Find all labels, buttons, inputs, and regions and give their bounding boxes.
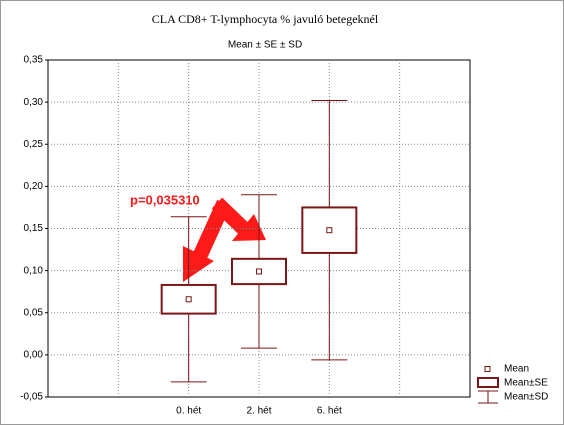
y-tick-label: 0,35 xyxy=(24,55,44,66)
chart-subtitle: Mean ± SE ± SD xyxy=(228,40,302,51)
mean-marker xyxy=(326,227,333,234)
legend-label: Mean xyxy=(504,364,529,375)
arrow-shaft xyxy=(211,197,251,236)
arrow xyxy=(183,197,266,282)
y-tick-label: 0,25 xyxy=(24,139,44,150)
legend-mean-symbol xyxy=(484,366,491,372)
y-tick-label: 0,15 xyxy=(24,223,44,234)
legend-label: Mean±SD xyxy=(504,392,548,403)
y-tick-label: 0,00 xyxy=(24,350,44,361)
arrow-head xyxy=(232,214,266,241)
legend-se-symbol xyxy=(477,377,499,388)
arrow-head xyxy=(183,246,214,282)
annotation: p=0,035310 xyxy=(130,192,200,207)
y-tick-label: 0,05 xyxy=(24,307,44,318)
y-tick-label: 0,20 xyxy=(24,181,44,192)
y-tick-label: 0,30 xyxy=(24,97,44,108)
x-tick-label: 2. hét xyxy=(246,406,271,417)
y-tick-label: 0,10 xyxy=(24,265,44,276)
mean-marker xyxy=(256,268,262,275)
legend-label: Mean±SE xyxy=(504,378,548,389)
y-tick-label: -0,05 xyxy=(20,392,43,403)
x-tick-label: 6. hét xyxy=(317,406,342,417)
chart-title: CLA CD8+ T-lymphocyta % javuló betegekné… xyxy=(152,12,379,26)
mean-marker xyxy=(185,296,192,303)
x-tick-label: 0. hét xyxy=(176,406,201,417)
